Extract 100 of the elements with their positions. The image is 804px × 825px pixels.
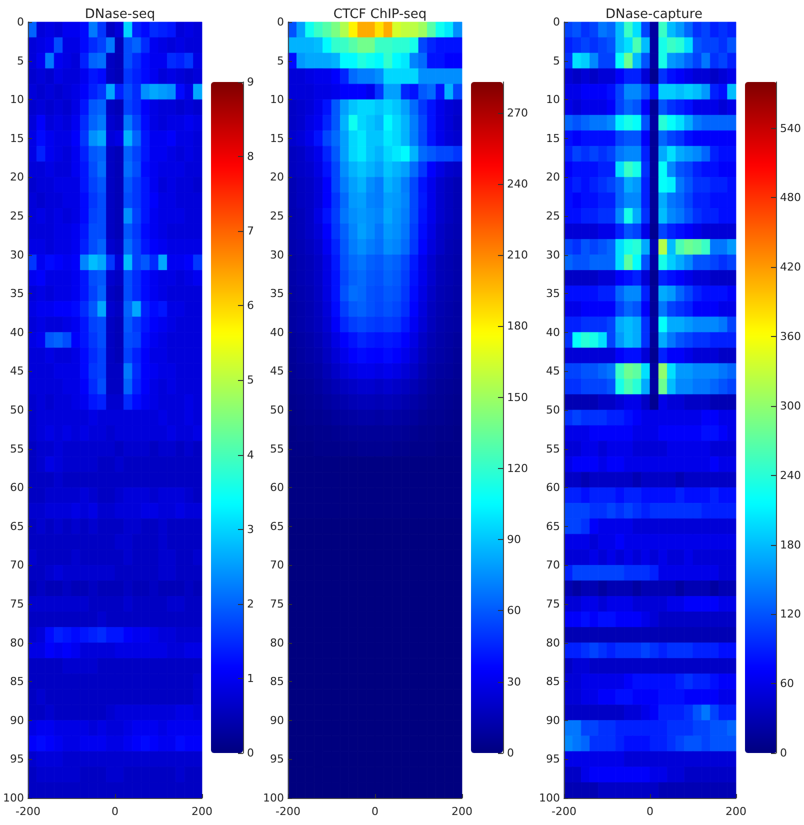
color-bar-label: 3 [247, 522, 254, 536]
color-bar-label: 150 [507, 390, 528, 404]
color-bar-label: 420 [780, 260, 802, 274]
x-tick-label: 200 [726, 805, 746, 818]
color-bar-label: 120 [780, 608, 802, 621]
color-bar-label: 90 [507, 533, 521, 546]
color-bar-label: 7 [247, 224, 254, 238]
y-tick-label: 75 [10, 598, 24, 610]
color-bar-label: 180 [780, 538, 802, 552]
y-tick-label: 25 [10, 210, 24, 222]
y-tick-label: 40 [546, 326, 560, 339]
chart-title: DNase-seq [84, 7, 156, 22]
y-tick-label: 70 [546, 558, 560, 572]
y-tick-label: 75 [270, 598, 284, 610]
color-bar-label: 5 [247, 374, 254, 387]
color-bar-label: 540 [780, 122, 802, 135]
color-bar-label: 9 [247, 76, 254, 88]
y-tick-label: 70 [270, 558, 284, 572]
y-tick-label: 90 [10, 714, 24, 727]
y-tick-label: 35 [546, 287, 560, 300]
y-tick-label: 75 [546, 598, 560, 610]
color-bar-label: 0 [247, 746, 254, 760]
color-bar-label: 6 [247, 299, 254, 312]
y-tick-label: 10 [546, 93, 560, 106]
y-tick-label: 5 [277, 54, 284, 68]
y-tick-label: 40 [10, 326, 24, 339]
y-tick-label: 80 [546, 636, 560, 650]
y-tick-label: 90 [270, 714, 284, 727]
color-bar-label: 240 [780, 468, 802, 482]
y-tick-label: 5 [17, 54, 24, 68]
y-tick-label: 35 [10, 287, 24, 300]
y-tick-label: 0 [17, 16, 24, 28]
y-tick-label: 35 [270, 287, 284, 300]
color-bar-label: 2 [247, 597, 254, 610]
color-bar-label: 180 [507, 320, 528, 333]
color-bar-label: 300 [780, 399, 802, 412]
x-tick-label: 200 [192, 805, 212, 818]
color-bar-label: 480 [780, 191, 802, 204]
y-tick-label: 45 [270, 364, 284, 378]
color-bar-label: 210 [507, 248, 528, 262]
y-tick-label: 65 [546, 520, 560, 533]
y-tick-label: 55 [10, 442, 24, 456]
y-tick-label: 65 [270, 520, 284, 533]
y-tick-label: 95 [10, 752, 24, 766]
color-bar-label: 0 [507, 746, 514, 760]
x-tick-label: 0 [112, 805, 118, 818]
y-tick-label: 40 [270, 326, 284, 339]
y-tick-label: 15 [10, 132, 24, 145]
y-tick-label: 20 [546, 170, 560, 184]
y-tick-label: 45 [546, 364, 560, 378]
y-tick-label: 80 [10, 636, 24, 650]
y-tick-label: 100 [3, 792, 24, 804]
y-tick-label: 60 [10, 481, 24, 494]
color-bar-label: 240 [507, 177, 528, 190]
y-tick-label: 0 [277, 16, 284, 28]
y-tick-label: 70 [10, 558, 24, 572]
y-tick-label: 25 [546, 210, 560, 222]
y-tick-label: 10 [270, 93, 284, 106]
y-tick-label: 5 [552, 54, 560, 68]
x-tick-label: 0 [372, 805, 378, 818]
color-bar-label: 60 [507, 604, 521, 618]
color-bar-label: 120 [507, 462, 528, 475]
color-bar-label: 30 [507, 675, 521, 688]
y-tick-label: 30 [270, 248, 284, 262]
y-tick-label: 0 [552, 16, 560, 28]
x-tick-label: 200 [452, 805, 472, 818]
y-tick-label: 25 [270, 210, 284, 222]
chart-title: DNase-capture [606, 7, 702, 22]
x-tick-label: -200 [276, 805, 300, 818]
y-tick-label: 85 [270, 675, 284, 688]
color-bar-label: 0 [780, 746, 788, 760]
color-bar-label: 60 [780, 677, 794, 690]
chart-title: CTCF ChIP-seq [333, 7, 427, 22]
y-tick-label: 85 [546, 675, 560, 688]
y-tick-label: 20 [10, 170, 24, 184]
x-tick-label: -200 [16, 805, 40, 818]
y-tick-label: 100 [263, 792, 284, 804]
y-tick-label: 15 [270, 132, 284, 145]
y-tick-label: 95 [546, 752, 560, 766]
x-tick-label: -200 [552, 805, 576, 818]
y-tick-label: 50 [10, 404, 24, 416]
y-tick-label: 50 [546, 404, 560, 416]
y-tick-label: 95 [270, 752, 284, 766]
y-tick-label: 60 [270, 481, 284, 494]
y-tick-label: 60 [546, 481, 560, 494]
y-tick-label: 30 [10, 248, 24, 262]
color-bar-label: 270 [507, 106, 528, 120]
y-tick-label: 30 [546, 248, 560, 262]
color-bar-label: 4 [247, 448, 254, 462]
y-tick-label: 50 [270, 404, 284, 416]
y-tick-label: 20 [270, 170, 284, 184]
y-tick-label: 55 [546, 442, 560, 456]
y-tick-label: 80 [270, 636, 284, 650]
y-tick-label: 65 [10, 520, 24, 533]
x-tick-label: 0 [646, 805, 654, 818]
color-bar-label: 1 [247, 672, 254, 685]
y-tick-label: 15 [546, 132, 560, 145]
y-tick-label: 100 [538, 792, 560, 804]
y-tick-label: 90 [546, 714, 560, 727]
y-tick-label: 10 [10, 93, 24, 106]
